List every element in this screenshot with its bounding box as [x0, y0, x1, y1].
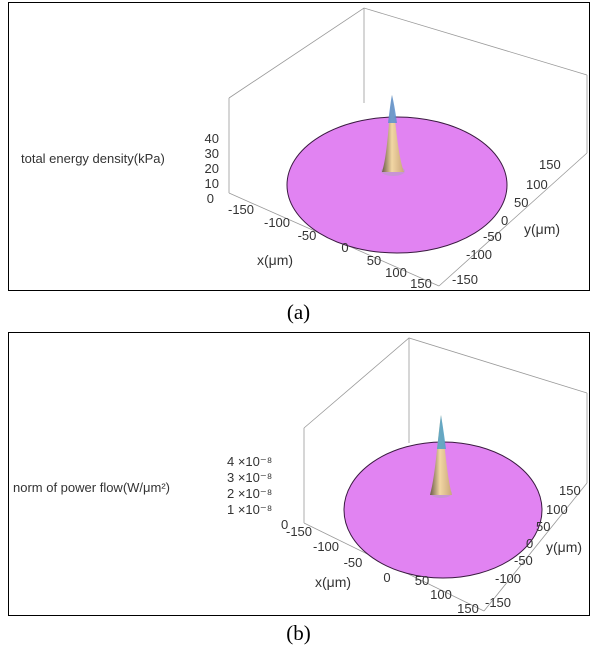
x-tick-label: -150 — [286, 524, 312, 539]
z-tick-label: 10 — [205, 176, 219, 191]
disk-surface-a — [286, 116, 508, 254]
x-tick-label: 150 — [457, 601, 479, 615]
z-axis-b: norm of power flow(W/μm²) 0 1 ×10⁻⁸ 2 ×1… — [13, 454, 288, 532]
surface-plot-a: total energy density(kPa) 0 10 20 30 40 … — [21, 7, 588, 290]
y-tick-label: 0 — [526, 536, 533, 551]
y-tick-label: -50 — [514, 553, 533, 568]
y-tick-label: -150 — [452, 272, 478, 287]
peak-a — [381, 95, 405, 176]
x-tick-label: 150 — [410, 276, 432, 290]
z-tick-label: 40 — [205, 131, 219, 146]
y-tick-label: 0 — [501, 213, 508, 228]
y-tick-label: -100 — [466, 247, 492, 262]
chart-panel-b: norm of power flow(W/μm²) 0 1 ×10⁻⁸ 2 ×1… — [8, 332, 590, 616]
z-tick-label: 0 — [207, 191, 214, 206]
surface-plot-b: norm of power flow(W/μm²) 0 1 ×10⁻⁸ 2 ×1… — [13, 337, 588, 615]
z-axis-label: norm of power flow(W/μm²) — [13, 480, 170, 495]
chart-panel-a: total energy density(kPa) 0 10 20 30 40 … — [8, 2, 590, 291]
y-tick-label: 100 — [546, 502, 568, 517]
x-tick-label: 50 — [367, 253, 381, 268]
y-tick-label: 50 — [536, 519, 550, 534]
z-tick-label: 0 — [281, 517, 288, 532]
y-axis-label: y(μm) — [546, 539, 582, 555]
x-tick-label: 0 — [341, 240, 348, 255]
y-tick-label: 100 — [526, 177, 548, 192]
y-axis-a: 150 100 50 0 -50 -100 -150 y(μm) — [452, 157, 561, 287]
x-axis-b: -150 -100 -50 0 50 100 150 x(μm) — [286, 524, 479, 615]
x-tick-label: -100 — [264, 215, 290, 230]
x-axis-label: x(μm) — [257, 252, 293, 268]
x-tick-label: -100 — [313, 539, 339, 554]
z-axis-a: total energy density(kPa) 0 10 20 30 40 — [21, 131, 219, 206]
y-tick-label: -150 — [485, 595, 511, 610]
z-tick-label: 30 — [205, 146, 219, 161]
z-tick-label: 4 ×10⁻⁸ — [227, 454, 272, 469]
z-tick-label: 1 ×10⁻⁸ — [227, 502, 272, 517]
x-tick-label: -150 — [228, 202, 254, 217]
y-tick-label: -50 — [483, 229, 502, 244]
x-tick-label: 0 — [383, 570, 390, 585]
x-axis-a: -150 -100 -50 0 50 100 150 x(μm) — [228, 202, 432, 290]
x-tick-label: -50 — [344, 555, 363, 570]
y-tick-label: 150 — [539, 157, 561, 172]
x-tick-label: -50 — [298, 228, 317, 243]
y-tick-label: 150 — [559, 483, 581, 498]
z-tick-label: 3 ×10⁻⁸ — [227, 470, 272, 485]
y-axis-b: 150 100 50 0 -50 -100 -150 y(μm) — [485, 483, 582, 610]
caption-a: (a) — [286, 300, 311, 324]
y-tick-label: 50 — [514, 195, 528, 210]
caption-b: (b) — [286, 621, 311, 645]
x-tick-label: 100 — [430, 587, 452, 602]
z-axis-label: total energy density(kPa) — [21, 151, 165, 166]
x-tick-label: 100 — [385, 265, 407, 280]
x-tick-label: 50 — [415, 573, 429, 588]
z-tick-label: 2 ×10⁻⁸ — [227, 486, 272, 501]
y-tick-label: -100 — [495, 571, 521, 586]
z-tick-label: 20 — [205, 161, 219, 176]
y-axis-label: y(μm) — [524, 221, 560, 237]
peak-b — [430, 415, 452, 498]
x-axis-label: x(μm) — [315, 574, 351, 590]
